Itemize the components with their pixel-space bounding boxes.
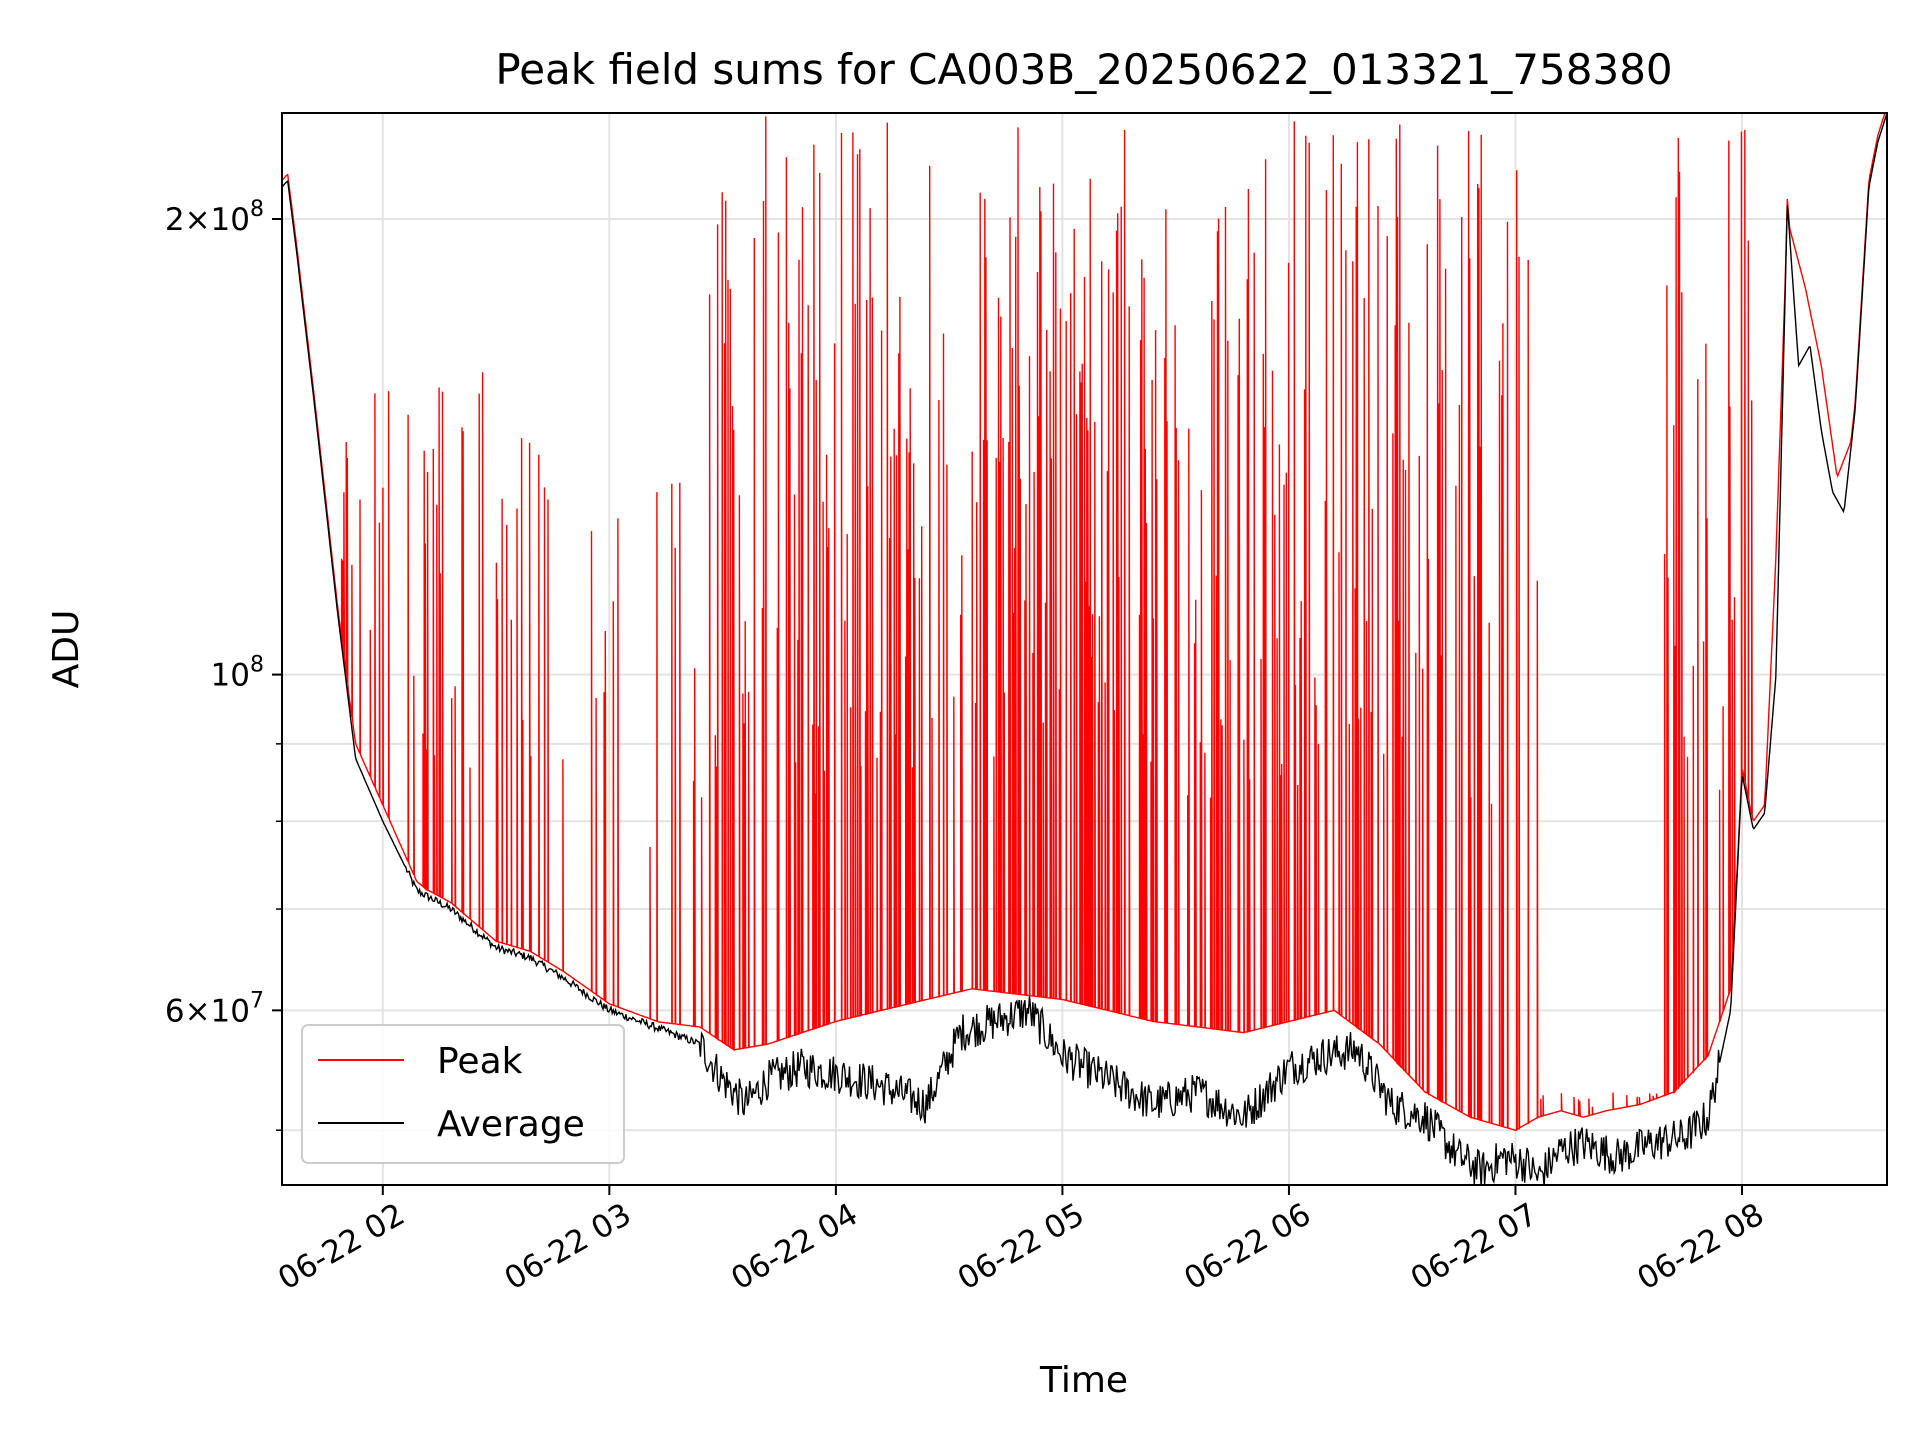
legend: Peak Average <box>301 1024 625 1164</box>
y-axis-label: ADU <box>46 610 87 689</box>
y-tick-label: 6×107 <box>165 988 264 1029</box>
y-tick-label: 108 <box>211 653 264 694</box>
y-axis: 6×107 108 2×108 <box>165 197 282 1131</box>
y-tick-label: 2×108 <box>165 197 264 238</box>
peak-line <box>282 113 1886 1132</box>
plot-frame <box>281 112 1888 1186</box>
chart-title: Peak field sums for CA003B_20250622_0133… <box>495 45 1672 94</box>
legend-peak-label: Peak <box>437 1041 523 1082</box>
x-axis-label: Time <box>1039 1360 1128 1401</box>
average-line <box>282 113 1887 1185</box>
series-average <box>282 113 1887 1185</box>
series-peak <box>282 113 1886 1132</box>
legend-average-label: Average <box>437 1104 585 1145</box>
